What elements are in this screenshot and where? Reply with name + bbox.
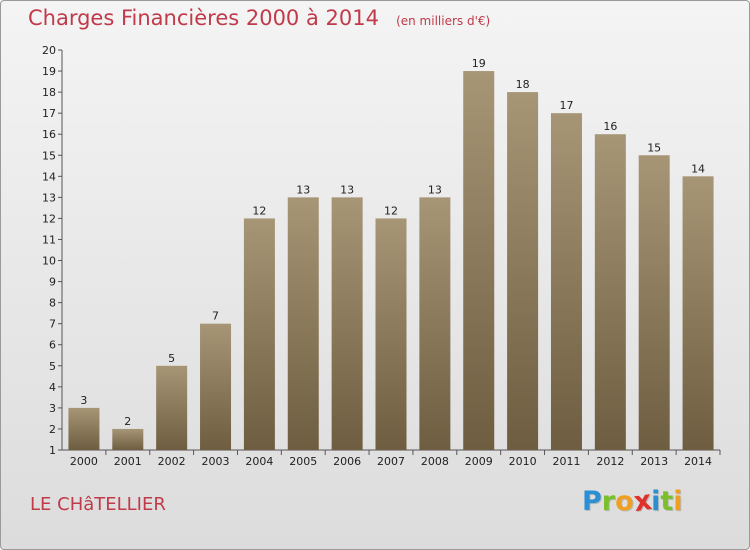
bar-2002: [156, 365, 188, 450]
y-tick-label: 5: [49, 360, 56, 373]
chart-subtitle: (en milliers d'€): [396, 14, 491, 28]
y-tick-label: 4: [49, 381, 56, 394]
x-tick-label: 2007: [377, 455, 405, 468]
logo-letter: t: [660, 486, 674, 517]
x-tick-label: 2008: [421, 455, 449, 468]
y-tick-label: 12: [42, 212, 56, 225]
y-tick-label: 20: [42, 44, 56, 57]
bar-2010: [507, 92, 539, 451]
bar-2009: [463, 71, 495, 450]
x-tick-label: 2000: [70, 455, 98, 468]
bar-2012: [594, 134, 626, 451]
bars: [68, 71, 714, 451]
bar-value-label: 12: [252, 204, 266, 217]
bar-value-label: 13: [428, 183, 442, 196]
bar-labels: 3 2000 2 2001 5 2002 7 2003 12 2004 13 2005 13 2006 12…: [70, 57, 712, 468]
y-tick-label: 7: [49, 318, 56, 331]
y-tick-label: 17: [42, 107, 56, 120]
y-tick-label: 18: [42, 86, 56, 99]
bar-2004: [243, 218, 275, 450]
bar-value-label: 13: [296, 183, 310, 196]
x-tick-label: 2011: [552, 455, 580, 468]
x-tick-label: 2006: [333, 455, 361, 468]
y-tick-label: 2: [49, 423, 56, 436]
x-tick-label: 2014: [684, 455, 712, 468]
y-tick-label: 8: [49, 297, 56, 310]
bar-2001: [112, 428, 144, 450]
proxiti-logo: Proxiti: [582, 484, 683, 519]
bar-value-label: 3: [80, 394, 87, 407]
x-tick-label: 2010: [509, 455, 537, 468]
logo-letter: o: [615, 486, 634, 517]
logo-letter: i: [673, 486, 683, 517]
x-tick-label: 2013: [640, 455, 668, 468]
y-tick-label: 6: [49, 339, 56, 352]
y-tick-label: 16: [42, 128, 56, 141]
y-tick-label: 1: [49, 444, 56, 457]
x-tick-label: 2003: [202, 455, 230, 468]
x-tick-label: 2012: [596, 455, 624, 468]
y-tick-label: 19: [42, 65, 56, 78]
commune-name: LE CHâTELLIER: [30, 494, 166, 515]
y-tick-label: 13: [42, 191, 56, 204]
chart-title: Charges Financières 2000 à 2014: [28, 6, 379, 30]
bar-2003: [200, 323, 232, 450]
bar-value-label: 16: [603, 120, 617, 133]
y-tick-label: 11: [42, 233, 56, 246]
bar-value-label: 5: [168, 352, 175, 365]
bar-value-label: 17: [559, 99, 573, 112]
bar-2007: [375, 218, 407, 450]
bar-2006: [331, 197, 363, 450]
x-tick-label: 2009: [465, 455, 493, 468]
bar-2013: [638, 155, 670, 450]
bar-value-label: 15: [647, 141, 661, 154]
logo-letter: r: [601, 486, 616, 517]
y-tick-label: 14: [42, 170, 56, 183]
bar-2011: [550, 113, 582, 450]
logo-letter: P: [582, 486, 602, 517]
y-tick-label: 9: [49, 276, 56, 289]
bar-value-label: 14: [691, 162, 705, 175]
bar-2005: [287, 197, 319, 450]
x-tick-label: 2004: [245, 455, 273, 468]
logo-letter: x: [631, 484, 654, 519]
x-tick-label: 2005: [289, 455, 317, 468]
bar-value-label: 13: [340, 183, 354, 196]
bar-value-label: 12: [384, 204, 398, 217]
title-row: Charges Financières 2000 à 2014 (en mill…: [28, 6, 490, 30]
bar-value-label: 2: [124, 415, 131, 428]
bar-2008: [419, 197, 451, 450]
y-tick-label: 10: [42, 255, 56, 268]
logo-letter: i: [651, 486, 661, 517]
y-tick-label: 15: [42, 149, 56, 162]
bar-2000: [68, 407, 100, 450]
bar-2014: [682, 176, 714, 450]
x-tick-label: 2002: [158, 455, 186, 468]
bar-value-label: 7: [212, 310, 219, 323]
bar-value-label: 19: [472, 57, 486, 70]
bar-value-label: 18: [516, 78, 530, 91]
x-tick-label: 2001: [114, 455, 142, 468]
y-tick-label: 3: [49, 402, 56, 415]
